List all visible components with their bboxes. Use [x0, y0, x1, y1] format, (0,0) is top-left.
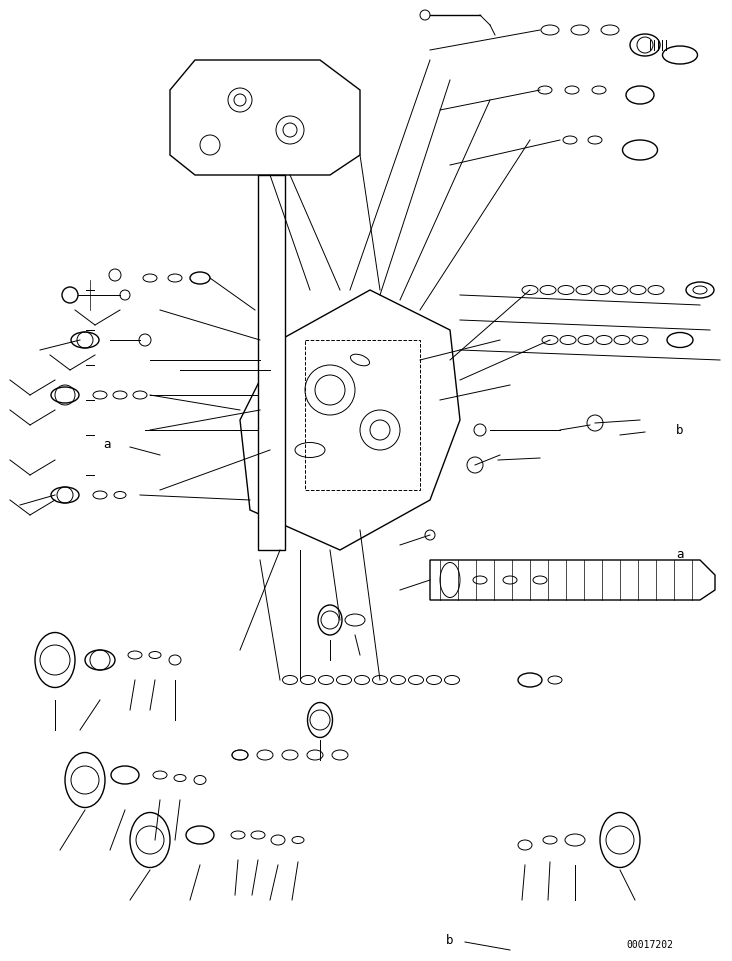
Polygon shape — [258, 175, 285, 550]
Polygon shape — [240, 290, 460, 550]
Text: 00017202: 00017202 — [627, 940, 673, 950]
Text: b: b — [676, 424, 684, 436]
Text: a: a — [676, 549, 684, 561]
Circle shape — [62, 287, 78, 303]
Text: a: a — [103, 438, 111, 452]
Polygon shape — [430, 560, 715, 600]
Polygon shape — [170, 60, 360, 175]
Text: b: b — [447, 933, 454, 947]
